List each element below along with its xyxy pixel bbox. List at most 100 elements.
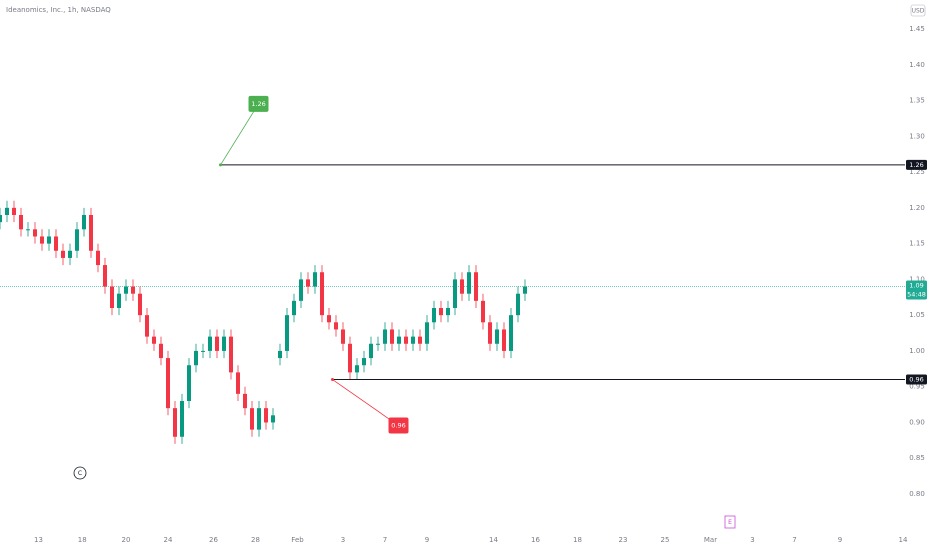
x-tick-label: 26	[209, 536, 218, 544]
axis-price-box	[906, 159, 927, 170]
candle-body	[257, 408, 261, 430]
x-tick-label: 25	[661, 536, 670, 544]
candle-body	[334, 322, 338, 330]
candle-body	[250, 408, 254, 430]
currency: USD	[912, 8, 925, 15]
candle-body	[292, 300, 296, 316]
candle-body	[481, 300, 485, 323]
candle-body	[509, 315, 513, 351]
candle-body	[19, 215, 23, 230]
annotation-label: 1.26	[251, 100, 265, 108]
candle-body	[208, 336, 212, 351]
y-tick-label: 0.95	[909, 383, 925, 391]
annotation-anchor	[219, 163, 222, 167]
corporate-event-marker	[73, 466, 87, 480]
candle-body	[278, 350, 282, 359]
candle-body	[82, 215, 86, 230]
y-tick-label: 1.05	[909, 311, 925, 319]
candle-body	[502, 329, 506, 351]
y-tick-label: 1.35	[909, 97, 925, 105]
candle-body	[341, 329, 345, 344]
candle-body	[131, 286, 135, 294]
x-tick-label: 16	[531, 536, 540, 544]
candle-body	[215, 336, 219, 351]
x-tick-label: 28	[251, 536, 260, 544]
y-tick-label: 1.15	[909, 240, 925, 248]
candle-body	[0, 215, 2, 223]
x-tick-label: 14	[489, 536, 498, 544]
axis-price-box	[906, 374, 927, 385]
candle-body	[138, 293, 142, 316]
earnings-event-label: E	[728, 519, 732, 526]
candle-body	[418, 336, 422, 344]
candle-body	[236, 372, 240, 394]
x-tick-label: 7	[383, 536, 387, 544]
candle-body	[264, 408, 268, 423]
y-tick-label: 1.25	[909, 168, 925, 176]
y-tick-label: 1.20	[909, 204, 925, 212]
candle-body	[33, 229, 37, 237]
x-tick-label: 14	[899, 536, 908, 544]
candle-body	[404, 336, 408, 344]
candle-body	[369, 343, 373, 359]
candle-body	[313, 272, 317, 287]
candle-body	[222, 336, 226, 351]
candle-body	[523, 286, 527, 294]
y-tick-label: 0.85	[909, 454, 925, 462]
candle-body	[47, 236, 51, 244]
candle-body	[194, 350, 198, 366]
y-tick-label: 1.40	[909, 61, 925, 69]
candle-body	[320, 272, 324, 316]
y-tick-label: 1.45	[909, 25, 925, 33]
candle-body	[355, 365, 359, 373]
candle-body	[474, 272, 478, 301]
annotation-label: 0.96	[391, 422, 405, 430]
y-tick-label: 0.90	[909, 418, 925, 426]
x-tick-label: 18	[78, 536, 87, 544]
annotation-box	[388, 417, 409, 434]
candle-body	[397, 336, 401, 344]
candle-body	[376, 343, 380, 345]
candle-body	[61, 250, 65, 258]
candle-body	[425, 322, 429, 344]
candle-body	[117, 293, 121, 308]
candle-body	[460, 279, 464, 294]
axis-price-label: 1.26	[909, 161, 923, 169]
candle-body	[124, 286, 128, 294]
x-tick-label: 9	[425, 536, 429, 544]
x-tick-label: 9	[838, 536, 842, 544]
x-tick-label: 23	[619, 536, 628, 544]
candle-body	[75, 229, 79, 251]
annotation-box	[248, 95, 269, 112]
candle-body	[173, 408, 177, 437]
x-tick-label: 3	[750, 536, 754, 544]
x-tick-label: Feb	[291, 536, 304, 544]
x-tick-label: 13	[34, 536, 43, 544]
candle-body	[390, 329, 394, 344]
candle-body	[12, 207, 16, 215]
candle-body	[110, 286, 114, 308]
candle-body	[180, 401, 184, 437]
candle-body	[187, 365, 191, 401]
axis-price-label: 0.96	[909, 376, 923, 384]
candle-body	[488, 322, 492, 344]
chart-title: Ideanomics, Inc., 1h, NASDAQ	[6, 6, 111, 14]
countdown: 54:48	[907, 291, 926, 299]
annotation-connector	[220, 103, 259, 166]
candle-body	[54, 236, 58, 251]
candle-body	[159, 343, 163, 359]
candle-body	[362, 358, 366, 366]
candle-body	[327, 315, 331, 323]
candle-body	[285, 315, 289, 351]
annotation-anchor	[331, 378, 334, 382]
y-tick-label: 1.30	[909, 132, 925, 140]
candle-body	[103, 265, 107, 287]
candle-body	[439, 308, 443, 316]
candle-body	[26, 229, 30, 231]
candle-body	[145, 315, 149, 337]
candle-body	[152, 336, 156, 344]
candle-body	[229, 336, 233, 373]
y-tick-label: 0.80	[909, 490, 925, 498]
